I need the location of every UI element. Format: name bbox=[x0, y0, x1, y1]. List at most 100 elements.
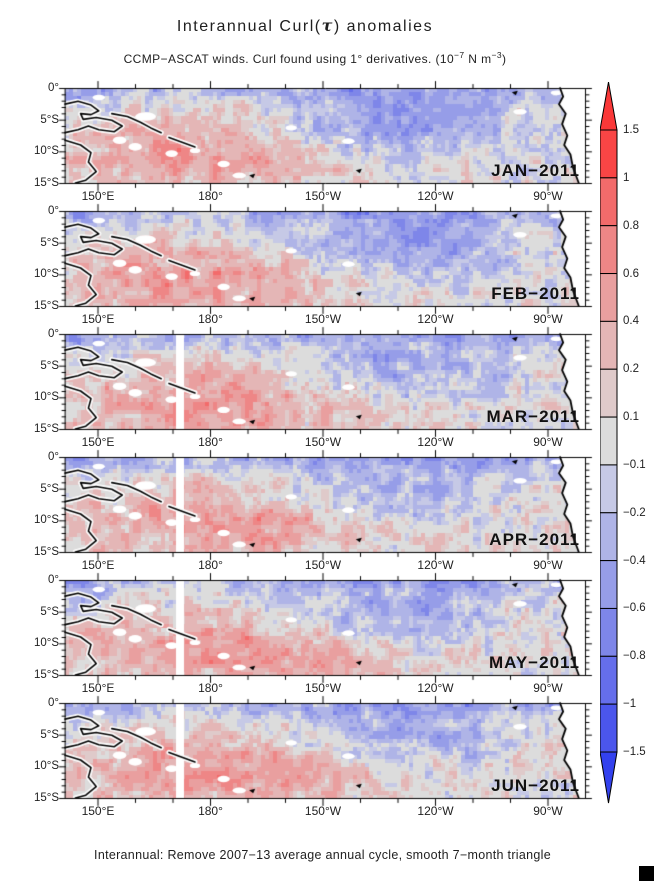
colorbar-tick-label: −1.5 bbox=[623, 745, 646, 758]
lon-tick-label: 150°W bbox=[304, 804, 342, 818]
lat-tick-label: 0° bbox=[48, 82, 59, 94]
colorbar-tick-label: −0.6 bbox=[623, 602, 646, 615]
colorbar-tick-label: −0.8 bbox=[623, 650, 646, 663]
map-panel: 0° 5°S 10°S 15°S 150°E 180° 150°W 120°W 90°W JAN−… bbox=[34, 79, 597, 203]
tau-symbol: τ bbox=[321, 16, 334, 35]
lon-tick-label: 180° bbox=[198, 558, 223, 572]
lat-tick-label: 5°S bbox=[40, 605, 59, 618]
lon-tick-label: 180° bbox=[198, 681, 223, 695]
lon-tick-label: 150°W bbox=[304, 189, 342, 203]
lon-tick-label: 90°W bbox=[533, 189, 563, 203]
month-label: MAR−2011 bbox=[486, 407, 580, 426]
lat-tick-label: 10°S bbox=[33, 637, 59, 650]
colorbar-tick-label: −0.4 bbox=[623, 554, 646, 567]
lon-tick-label: 90°W bbox=[533, 312, 563, 326]
lon-tick-label: 180° bbox=[198, 435, 223, 449]
lat-tick-label: 15°S bbox=[33, 300, 59, 312]
lat-tick-label: 15°S bbox=[33, 792, 59, 804]
figure-title: Interannual Curl(τ) anomalies bbox=[0, 16, 610, 36]
figure-caption: Interannual: Remove 2007−13 average annu… bbox=[94, 848, 551, 862]
figure-subtitle: CCMP−ASCAT winds. Curl found using 1° de… bbox=[0, 50, 630, 66]
colorbar-segment bbox=[599, 416, 618, 466]
month-label: FEB−2011 bbox=[491, 284, 580, 303]
colorbar-tick-label: 0.4 bbox=[623, 315, 639, 328]
map-panel: 0° 5°S 10°S 15°S 150°E 180° 150°W 120°W 90°W MAR−… bbox=[34, 325, 597, 449]
lon-tick-label: 150°E bbox=[81, 435, 115, 449]
lon-tick-label: 150°W bbox=[304, 312, 342, 326]
lon-tick-label: 180° bbox=[198, 189, 223, 203]
lon-tick-label: 150°E bbox=[81, 312, 115, 326]
figure-title-pre: Interannual Curl( bbox=[176, 18, 322, 35]
colorbar-tick-label: 0.8 bbox=[623, 219, 639, 232]
lon-tick-label: 180° bbox=[198, 312, 223, 326]
lon-tick-label: 120°W bbox=[417, 681, 454, 695]
lat-tick-label: 10°S bbox=[33, 514, 59, 527]
colorbar-tick-label: 0.2 bbox=[623, 363, 639, 376]
subtitle-text: CCMP−ASCAT winds. Curl found using 1° de… bbox=[123, 52, 455, 66]
lat-tick-label: 5°S bbox=[40, 113, 59, 126]
subtitle-exponent-2: −3 bbox=[491, 50, 502, 60]
lat-tick-label: 0° bbox=[48, 328, 59, 340]
lat-tick-label: 10°S bbox=[33, 145, 59, 158]
figure-title-post: ) anomalies bbox=[333, 18, 434, 35]
lon-tick-label: 150°E bbox=[81, 804, 115, 818]
colorbar-arrow-up-icon bbox=[599, 81, 618, 131]
lat-tick-label: 0° bbox=[48, 574, 59, 586]
colorbar-tick-label: 0.1 bbox=[623, 411, 639, 424]
lon-tick-label: 90°W bbox=[533, 558, 563, 572]
colorbar-segment bbox=[599, 129, 618, 179]
lon-tick-label: 150°W bbox=[304, 435, 342, 449]
map-canvas bbox=[53, 694, 597, 808]
lon-tick-label: 120°W bbox=[417, 804, 454, 818]
lat-tick-label: 15°S bbox=[33, 546, 59, 558]
colorbar-segment bbox=[599, 273, 618, 322]
map-panel: 0° 5°S 10°S 15°S 150°E 180° 150°W 120°W 90°W MAY−… bbox=[34, 571, 597, 695]
lat-tick-label: 0° bbox=[48, 451, 59, 463]
subtitle-close-paren: ) bbox=[501, 52, 507, 66]
colorbar-tick-label: 1 bbox=[623, 171, 630, 184]
colorbar-tick-label: 0.6 bbox=[623, 267, 639, 280]
month-label: JUN−2011 bbox=[491, 776, 580, 795]
lat-tick-label: 10°S bbox=[33, 760, 59, 773]
colorbar-segment bbox=[599, 655, 618, 705]
colorbar-tick-label: −0.1 bbox=[623, 458, 646, 471]
map-panel: 0° 5°S 10°S 15°S 150°E 180° 150°W 120°W 90°W FEB−… bbox=[34, 202, 597, 326]
colorbar-segment bbox=[599, 703, 618, 753]
colorbar-segment bbox=[599, 464, 618, 514]
lon-tick-label: 120°W bbox=[417, 312, 454, 326]
colorbar-segment bbox=[599, 225, 618, 275]
lon-tick-label: 150°W bbox=[304, 681, 342, 695]
month-label: JAN−2011 bbox=[491, 161, 580, 180]
colorbar-arrow-down-icon bbox=[599, 751, 618, 804]
colorbar-tick-label: 1.5 bbox=[623, 124, 639, 136]
colorbar-segment bbox=[599, 512, 618, 562]
month-label: APR−2011 bbox=[489, 530, 580, 549]
lat-tick-label: 5°S bbox=[40, 482, 59, 495]
lon-tick-label: 120°W bbox=[417, 189, 454, 203]
colorbar-segment bbox=[599, 607, 618, 657]
map-canvas bbox=[53, 79, 597, 193]
map-canvas bbox=[53, 325, 597, 439]
map-canvas bbox=[53, 448, 597, 562]
lon-tick-label: 120°W bbox=[417, 435, 454, 449]
lon-tick-label: 90°W bbox=[533, 681, 563, 695]
subtitle-units: N m bbox=[464, 52, 492, 66]
lon-tick-label: 150°W bbox=[304, 558, 342, 572]
lat-tick-label: 15°S bbox=[33, 177, 59, 189]
colorbar-graphic bbox=[599, 81, 618, 804]
lon-tick-label: 120°W bbox=[417, 558, 454, 572]
corner-marker bbox=[639, 866, 654, 881]
lon-tick-label: 150°E bbox=[81, 681, 115, 695]
map-panel: 0° 5°S 10°S 15°S 150°E 180° 150°W 120°W 90°W APR−… bbox=[34, 448, 597, 572]
colorbar-tick-label: −1 bbox=[623, 698, 637, 711]
lat-tick-label: 5°S bbox=[40, 728, 59, 741]
subtitle-exponent-1: −7 bbox=[454, 50, 465, 60]
lat-tick-label: 15°S bbox=[33, 423, 59, 435]
lon-tick-label: 180° bbox=[198, 804, 223, 818]
colorbar-segment bbox=[599, 560, 618, 609]
lat-tick-label: 5°S bbox=[40, 359, 59, 372]
lon-tick-label: 150°E bbox=[81, 189, 115, 203]
month-label: MAY−2011 bbox=[488, 653, 580, 672]
lat-tick-label: 15°S bbox=[33, 669, 59, 681]
